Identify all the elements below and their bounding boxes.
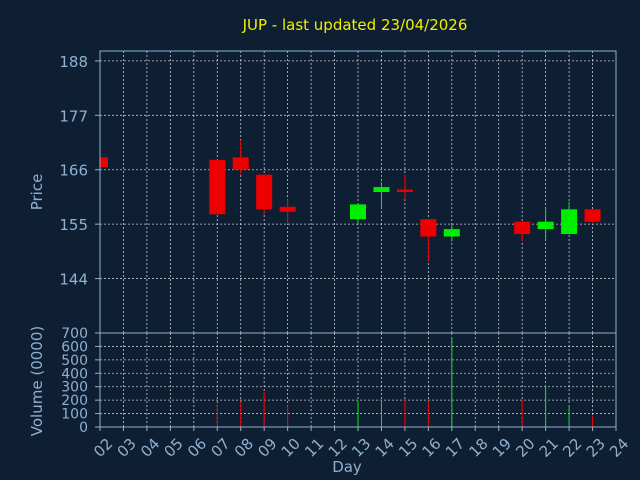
candle-07 — [209, 159, 226, 215]
candle-body — [584, 209, 601, 222]
x-tick-label: 19 — [489, 435, 515, 461]
candle-02 — [99, 157, 108, 168]
candle-22 — [561, 201, 578, 235]
candle-body — [420, 219, 437, 237]
price-tick-label: 155 — [59, 216, 88, 234]
x-tick-label: 02 — [90, 435, 116, 461]
volume-tick-label: 300 — [61, 380, 88, 396]
candles-layer — [99, 140, 601, 262]
x-tick-label: 11 — [301, 435, 327, 461]
x-tick-label: 15 — [395, 435, 421, 461]
x-tick-label: 08 — [231, 435, 257, 461]
candle-14 — [373, 182, 390, 210]
x-tick-label: 13 — [348, 435, 374, 461]
candle-13 — [350, 204, 366, 225]
volume-tick-label: 500 — [61, 353, 88, 369]
volume-tick-label: 100 — [61, 407, 88, 423]
candle-16 — [420, 219, 437, 262]
candle-body — [350, 204, 366, 220]
x-tick-label: 22 — [559, 435, 585, 461]
volume-layer — [216, 337, 594, 427]
candle-20 — [514, 221, 531, 242]
x-tick-label: 03 — [114, 435, 140, 461]
grid-layer — [100, 51, 616, 427]
candle-body — [537, 221, 554, 230]
price-tick-label: 166 — [59, 162, 88, 180]
candle-body — [514, 221, 531, 235]
x-tick-label: 16 — [419, 435, 445, 461]
x-tick-label: 24 — [606, 435, 632, 461]
candle-21 — [537, 206, 554, 239]
x-tick-label: 05 — [161, 435, 187, 461]
volume-axis-label: Volume (0000) — [28, 326, 46, 436]
x-tick-label: 21 — [536, 435, 562, 461]
candle-body — [561, 209, 578, 235]
x-axis-label: Day — [332, 458, 362, 476]
price-axis-label: Price — [28, 174, 46, 211]
chart-title: JUP - last updated 23/04/2026 — [242, 16, 468, 34]
candle-15 — [396, 174, 413, 200]
price-tick-label: 144 — [59, 271, 88, 289]
x-tick-label: 09 — [254, 435, 280, 461]
candle-10 — [279, 199, 296, 225]
x-tick-label: 06 — [184, 435, 210, 461]
x-tick-label: 18 — [465, 435, 491, 461]
x-tick-label: 07 — [207, 435, 233, 461]
candle-body — [396, 189, 413, 192]
x-tick-label: 23 — [583, 435, 609, 461]
volume-tick-label: 700 — [61, 326, 88, 342]
candle-09 — [256, 174, 273, 215]
candle-08 — [232, 140, 249, 175]
volume-tick-label: 200 — [61, 393, 88, 409]
x-tick-label: 20 — [512, 435, 538, 461]
candle-body — [100, 157, 108, 168]
candle-23 — [584, 209, 601, 225]
x-tick-label: 04 — [137, 435, 163, 461]
x-tick-label: 17 — [442, 435, 468, 461]
candle-body — [279, 206, 296, 212]
candle-body — [209, 159, 226, 215]
volume-tick-label: 600 — [61, 339, 88, 355]
x-tick-label: 10 — [278, 435, 304, 461]
x-tick-label: 14 — [372, 435, 398, 461]
candle-body — [373, 187, 390, 192]
price-tick-label: 177 — [59, 107, 88, 125]
price-tick-label: 188 — [59, 53, 88, 71]
candle-body — [256, 174, 273, 210]
volume-tick-label: 0 — [79, 420, 88, 436]
candle-body — [443, 229, 460, 237]
x-tick-label: 12 — [325, 435, 351, 461]
candle-body — [232, 157, 249, 170]
candle-17 — [443, 224, 460, 242]
volume-tick-label: 400 — [61, 366, 88, 382]
